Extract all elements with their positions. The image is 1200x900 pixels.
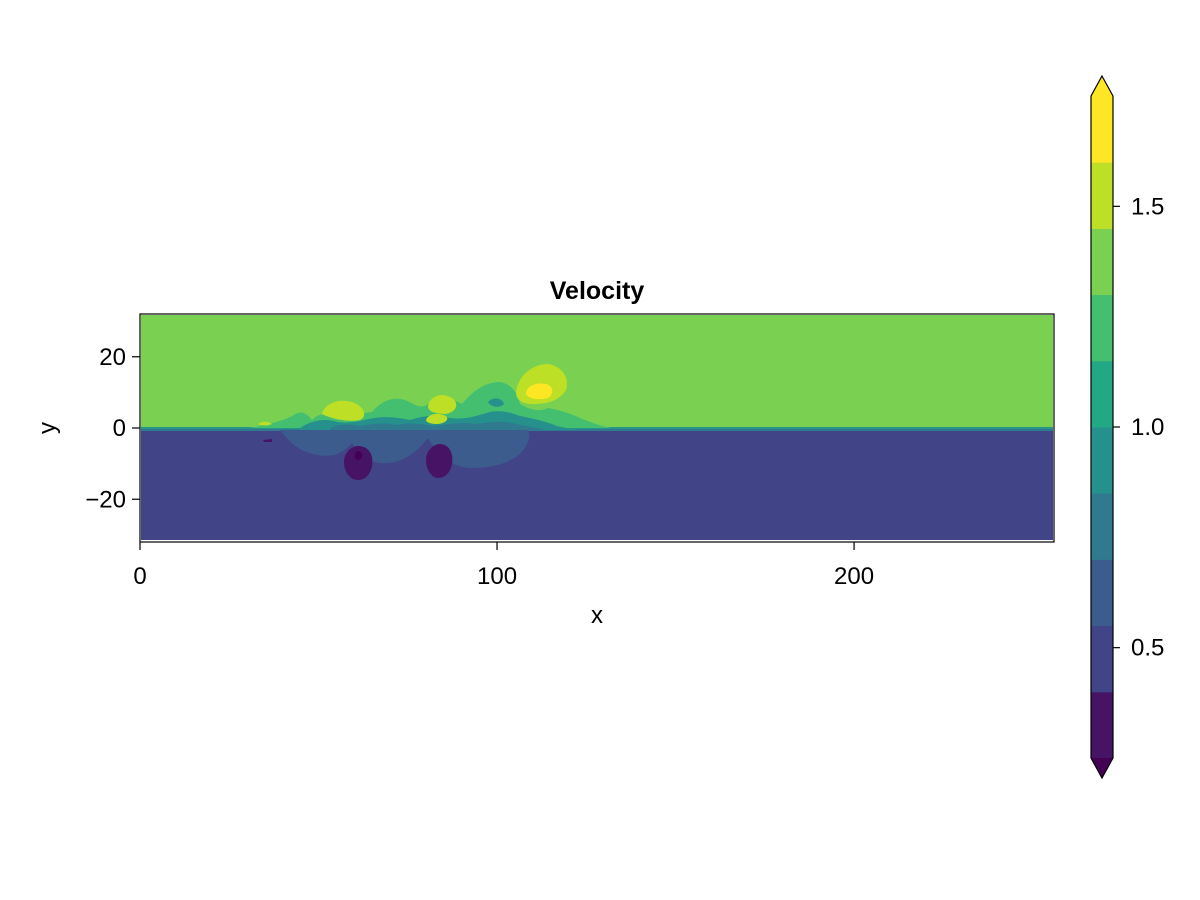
colorbar-segment <box>1091 691 1113 759</box>
colorbar-tick-label: 1.0 <box>1131 414 1164 441</box>
lower-fluid-region <box>141 430 1053 540</box>
y-tick-label: −20 <box>85 486 126 513</box>
y-axis: −20 0 20 <box>85 344 140 513</box>
jet-core <box>526 383 553 400</box>
colorbar-outline <box>1090 74 1114 780</box>
y-tick-label: 0 <box>113 415 126 442</box>
colorbar-segment <box>1091 427 1113 494</box>
colorbar-extend-max <box>1091 76 1113 96</box>
jet-lobe <box>426 413 448 424</box>
lower-mixing-lobe <box>280 430 530 468</box>
jet-lobe <box>428 395 457 414</box>
vortex-blob <box>344 446 373 480</box>
colorbar-segment <box>1091 162 1113 229</box>
colorbar-segment <box>1091 294 1113 362</box>
y-tick-label: 20 <box>99 344 126 371</box>
x-axis-label: x <box>591 602 603 629</box>
x-tick-label: 100 <box>477 563 517 590</box>
vortex-core <box>354 451 363 460</box>
colorbar-segment <box>1091 96 1113 163</box>
vortex-speck <box>263 439 272 442</box>
y-axis-label: y <box>34 422 61 434</box>
colorbar-segment <box>1091 559 1113 627</box>
chart-title: Velocity <box>550 277 645 305</box>
colorbar-extend-min <box>1091 758 1113 778</box>
vortex-blob <box>426 444 453 478</box>
colorbar-segment <box>1091 228 1113 296</box>
colorbar-segment <box>1091 360 1113 428</box>
colorbar-tick-label: 1.5 <box>1131 193 1164 220</box>
colorbar-tick-label: 0.5 <box>1131 635 1164 662</box>
plot-area <box>139 313 1055 543</box>
x-tick-label: 0 <box>133 563 146 590</box>
mixing-filament <box>488 398 504 407</box>
jet-lobe <box>322 400 365 421</box>
colorbar-segment <box>1091 625 1113 693</box>
upper-fluid-region <box>141 315 1053 428</box>
colorbar: 0.5 1.0 1.5 <box>1090 74 1164 780</box>
x-axis: 0 100 200 <box>133 542 874 590</box>
colorbar-segment <box>1091 493 1113 560</box>
x-tick-label: 200 <box>834 563 874 590</box>
jet-lobe <box>258 421 272 426</box>
mixing-filament <box>330 421 546 430</box>
